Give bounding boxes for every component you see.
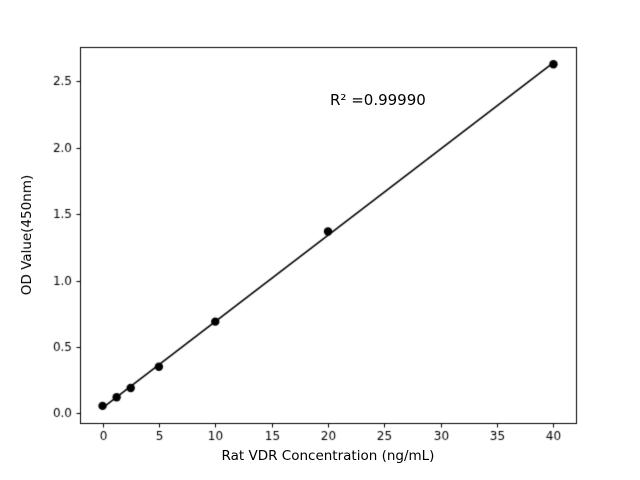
y-axis-label: OD Value(450nm): [19, 174, 35, 296]
x-axis-label: Rat VDR Concentration (ng/mL): [221, 448, 435, 464]
r-squared-annotation: R² =0.99990: [330, 91, 426, 109]
